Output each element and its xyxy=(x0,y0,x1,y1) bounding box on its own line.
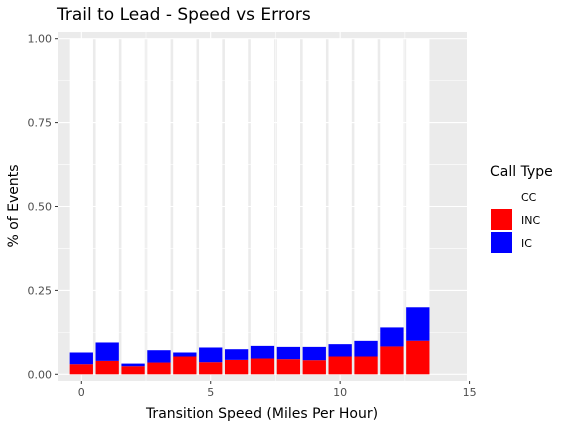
y-tick-label: 0.25 xyxy=(28,284,53,297)
bar-inc-10 xyxy=(328,356,352,375)
y-tick-label: 0.00 xyxy=(28,368,53,381)
y-axis-title: % of Events xyxy=(6,164,22,247)
bar-ic-8 xyxy=(276,346,301,360)
bar-ic-0 xyxy=(69,352,93,365)
bar-inc-7 xyxy=(250,358,275,375)
bar-cc-5 xyxy=(199,38,223,348)
axes: 0.00 0.25 0.50 0.75 1.00 0 5 10 15 xyxy=(28,33,477,399)
bar-cc-9 xyxy=(302,38,326,347)
bar-inc-13 xyxy=(406,340,430,375)
legend-key-cc xyxy=(491,186,512,207)
y-tick-label: 1.00 xyxy=(28,33,53,46)
bar-inc-0 xyxy=(69,364,93,375)
bar-ic-6 xyxy=(224,349,249,360)
bar-ic-10 xyxy=(328,344,352,357)
legend-label-ic: IC xyxy=(521,237,532,250)
bar-cc-8 xyxy=(276,38,301,347)
legend-label-cc: CC xyxy=(521,191,537,204)
bar-inc-1 xyxy=(95,360,119,375)
bars xyxy=(69,38,430,375)
bar-ic-7 xyxy=(250,345,275,359)
bar-cc-11 xyxy=(354,38,378,341)
bar-ic-3 xyxy=(147,350,171,363)
bar-inc-11 xyxy=(354,356,378,375)
legend-label-inc: INC xyxy=(521,214,540,227)
legend: Call Type CC INC IC xyxy=(490,164,553,253)
bar-cc-12 xyxy=(380,38,404,328)
bar-inc-5 xyxy=(199,362,223,375)
bar-ic-11 xyxy=(354,340,378,357)
bar-cc-0 xyxy=(69,38,93,353)
bar-cc-4 xyxy=(173,38,197,353)
bar-inc-3 xyxy=(147,362,171,375)
bar-ic-12 xyxy=(380,327,404,347)
bar-inc-12 xyxy=(380,346,404,375)
y-tick-label: 0.50 xyxy=(28,201,53,214)
bar-inc-2 xyxy=(121,366,145,375)
bar-cc-13 xyxy=(406,38,430,308)
x-tick-label: 5 xyxy=(207,386,214,399)
y-tick-label: 0.75 xyxy=(28,117,53,130)
bar-ic-5 xyxy=(199,347,223,363)
x-tick-label: 0 xyxy=(78,386,85,399)
bar-cc-1 xyxy=(95,38,119,343)
bar-cc-7 xyxy=(250,38,275,346)
bar-inc-9 xyxy=(302,360,326,375)
bar-ic-2 xyxy=(121,363,145,367)
bar-inc-6 xyxy=(224,359,249,375)
x-tick-label: 10 xyxy=(333,386,347,399)
bar-ic-9 xyxy=(302,346,326,361)
bar-cc-3 xyxy=(147,38,171,351)
bar-inc-4 xyxy=(173,356,197,375)
chart-title: Trail to Lead - Speed vs Errors xyxy=(56,5,311,25)
bar-inc-8 xyxy=(276,359,301,375)
x-tick-label: 15 xyxy=(463,386,477,399)
legend-title: Call Type xyxy=(490,164,553,180)
bar-ic-13 xyxy=(406,307,430,341)
x-axis-title: Transition Speed (Miles Per Hour) xyxy=(145,406,378,422)
bar-cc-6 xyxy=(224,38,249,350)
bar-cc-10 xyxy=(328,38,352,345)
legend-key-inc xyxy=(491,209,512,230)
bar-ic-1 xyxy=(95,342,119,361)
legend-key-ic xyxy=(491,232,512,253)
bar-cc-2 xyxy=(121,38,145,364)
bar-ic-4 xyxy=(173,352,197,357)
